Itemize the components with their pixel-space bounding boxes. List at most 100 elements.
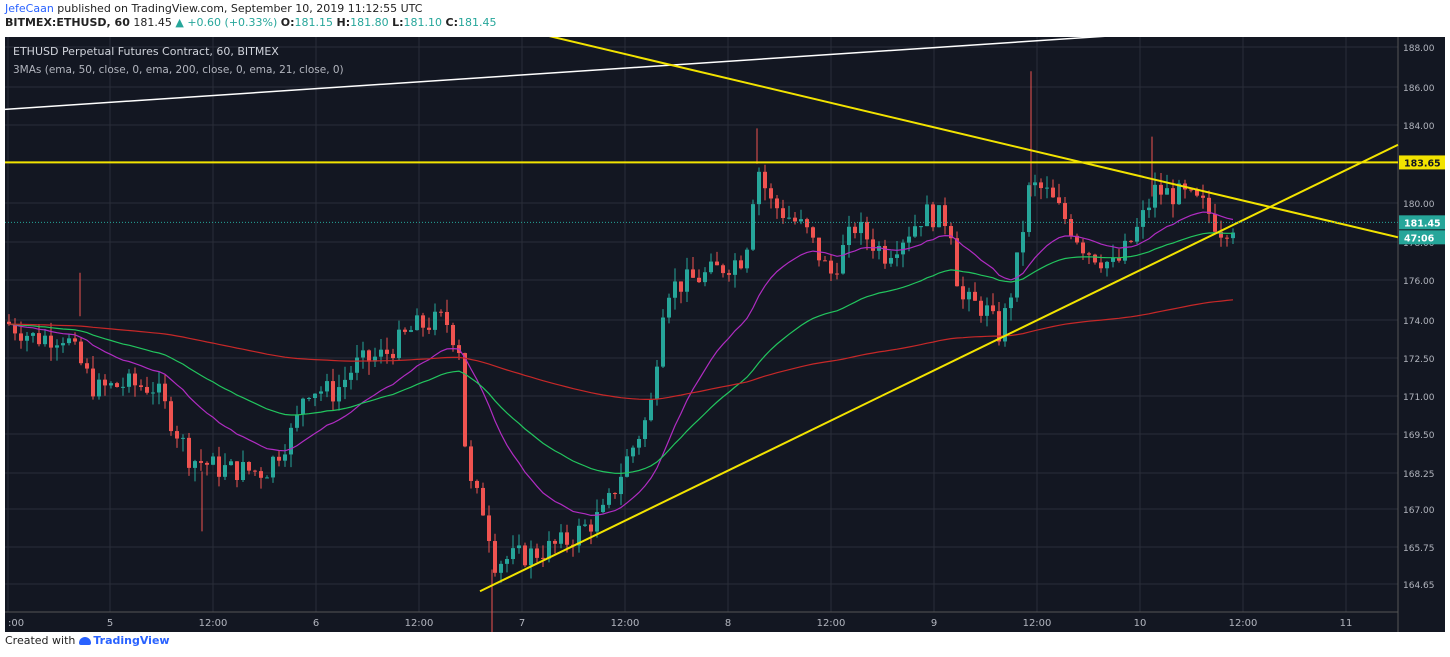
time-tick-label: :00 [8,618,24,629]
indicator-legend[interactable]: 3MAs (ema, 50, close, 0, ema, 200, close… [13,64,344,76]
candle-body [967,291,971,300]
candle-body [931,204,935,228]
last-price-badge-text: 181.45 [1404,218,1441,229]
candle [199,449,203,471]
last-price-badge: 181.45 [1399,215,1445,230]
candle [943,197,947,235]
candle [145,376,149,395]
candle [1105,260,1109,277]
candle-body [349,372,353,380]
candle-body [253,470,257,472]
candle [1009,293,1013,321]
candle [529,540,533,579]
candle [865,216,869,251]
candle-body [919,226,923,228]
candle [217,446,221,487]
candle [1039,178,1043,200]
ema-21-line [8,211,1234,517]
candle-body [85,363,89,369]
candle-body [853,226,857,234]
ascending-trendline [479,143,1399,593]
candle [391,348,395,365]
candle-body [265,477,269,479]
candle-body [1231,232,1235,239]
candle-body [529,548,533,566]
time-tick-label: 12:00 [1229,618,1258,629]
candle-body [1003,308,1007,342]
candle-body [667,297,671,318]
candle [961,276,965,309]
candle-body [199,461,203,463]
candle [421,312,425,337]
candle [829,254,833,282]
candle-body [295,414,299,428]
candle [427,317,431,335]
candle [859,212,863,245]
candle-body [385,349,389,354]
candle [763,164,767,201]
price-tick-label: 164.65 [1403,581,1435,591]
candle-body [1063,203,1067,219]
candle-body [541,557,545,559]
candle [319,386,323,402]
candle [415,308,419,331]
chart-svg[interactable]: 188.00186.00184.00182.00180.00178.00176.… [4,0,1445,657]
candle-body [67,338,71,344]
time-tick-label: 6 [313,618,319,629]
candle [1141,200,1145,239]
time-tick-label: 12:00 [611,618,640,629]
candle-body [889,257,893,264]
candle [775,195,779,219]
candle-body [757,171,761,205]
candle-body [1093,254,1097,263]
candle-body [223,465,227,477]
candle-body [133,373,137,386]
candle [505,555,509,573]
candle [1087,251,1091,265]
candle [619,463,623,506]
candle [439,309,443,317]
candle-body [523,545,527,566]
candle [1201,184,1205,209]
candle [115,381,119,388]
candle-body [1195,189,1199,196]
candle-body [709,261,713,273]
candle-body [1189,189,1193,191]
candle-body [943,205,947,227]
candle [577,518,581,553]
candle [541,545,545,567]
candle-body [1069,218,1073,236]
author-link[interactable]: JefeCaan [5,2,54,15]
candle-body [559,532,563,544]
candle-body [499,563,503,573]
candle-body [913,226,917,237]
close-value: 181.45 [458,16,497,29]
footer: Created with TradingView [5,634,170,647]
candle-body [391,353,395,359]
candle-body [337,387,341,402]
candle-body [1045,187,1049,189]
candle-body [751,204,755,250]
candle [295,405,299,432]
candle [307,397,311,402]
candle [571,539,575,557]
candle [109,381,113,389]
candle [187,432,191,476]
candle [385,337,389,364]
time-tick-label: 7 [519,618,525,629]
chart-area[interactable]: 188.00186.00184.00182.00180.00178.00176.… [4,0,1445,657]
candle-body [877,245,881,251]
candle [661,309,665,368]
candle [853,222,857,239]
tradingview-brand[interactable]: TradingView [93,634,170,647]
candle [481,482,485,516]
candle-body [1153,184,1157,208]
candle [13,318,17,341]
candle-body [733,260,737,275]
candle [1027,182,1031,237]
candle-body [775,198,779,209]
time-tick-label: 9 [931,618,937,629]
candle-body [319,391,323,394]
candle-body [175,431,179,439]
candle-body [883,245,887,264]
